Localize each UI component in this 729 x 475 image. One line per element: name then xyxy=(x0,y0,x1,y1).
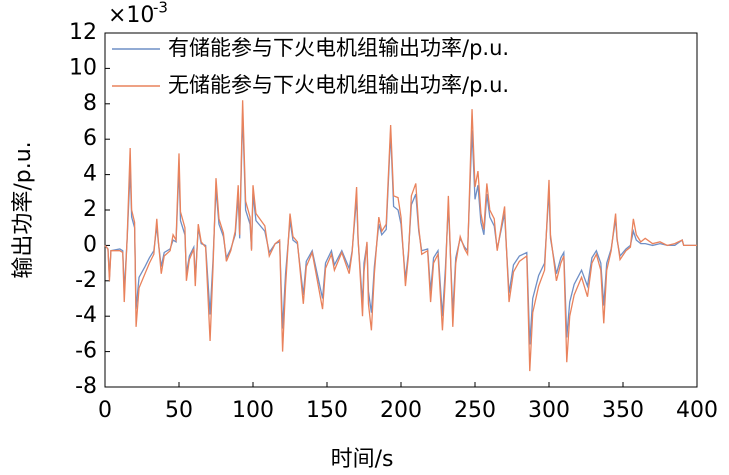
series-line xyxy=(104,100,697,372)
x-tick-label: 200 xyxy=(380,398,422,423)
x-tick-label: 250 xyxy=(454,398,496,423)
y-tick-label: -8 xyxy=(75,374,97,399)
legend-label: 有储能参与下火电机组输出功率/p.u. xyxy=(168,36,509,60)
x-tick-label: 100 xyxy=(232,398,274,423)
y-tick-label: 4 xyxy=(83,162,97,187)
x-tick-label: 50 xyxy=(165,398,193,423)
y-tick-label: -4 xyxy=(75,303,97,328)
x-tick-label: 150 xyxy=(306,398,348,423)
y-scale-exponent: -3 xyxy=(153,0,168,17)
y-tick-label: -6 xyxy=(75,339,97,364)
y-tick-label: 12 xyxy=(69,20,97,45)
y-tick-label: 8 xyxy=(83,91,97,116)
x-tick-label: 300 xyxy=(528,398,570,423)
x-tick-label: 0 xyxy=(98,398,112,423)
y-axis-label: 输出功率/p.u. xyxy=(11,141,36,278)
y-tick-label: 2 xyxy=(83,197,97,222)
y-tick-label: 6 xyxy=(83,126,97,151)
x-tick-label: 350 xyxy=(602,398,644,423)
legend-label: 无储能参与下火电机组输出功率/p.u. xyxy=(168,73,509,97)
y-scale-base: ×10 xyxy=(108,3,154,28)
y-tick-label: -2 xyxy=(75,268,97,293)
x-axis-label: 时间/s xyxy=(331,447,394,472)
y-tick-label: 10 xyxy=(69,55,97,80)
x-tick-label: 400 xyxy=(676,398,718,423)
legend: 有储能参与下火电机组输出功率/p.u. 无储能参与下火电机组输出功率/p.u. xyxy=(112,36,509,97)
y-tick-label: 0 xyxy=(83,232,97,257)
series-line xyxy=(104,112,697,345)
